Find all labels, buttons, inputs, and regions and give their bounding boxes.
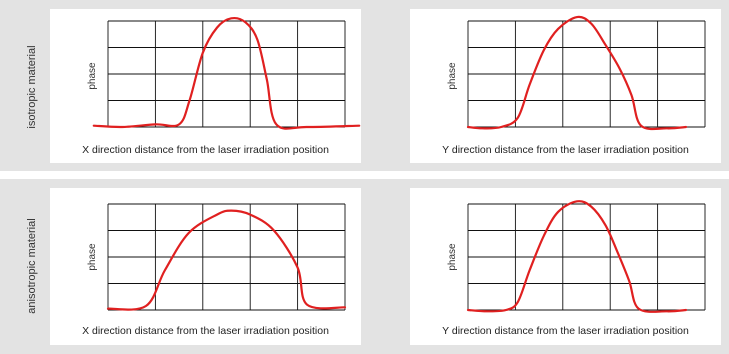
chart-plot-area [466,200,706,313]
x-axis-label: X direction distance from the laser irra… [82,325,329,337]
row-label-anisotropic: anisotropic material [26,218,38,314]
chart-panel-anisotropic-y: phase Y direction distance from the lase… [410,188,721,345]
series-line-phase [92,17,361,130]
chart-panel-isotropic-x: phase X direction distance from the lase… [50,9,361,163]
x-axis-label: Y direction distance from the laser irra… [442,325,689,337]
series-line-phase [106,209,347,311]
chart-plot-area [106,203,347,311]
x-axis-label: Y direction distance from the laser irra… [442,144,689,156]
chart-plot-area [92,17,361,130]
row-label-isotropic: isotropic material [26,45,38,129]
series-line-phase [466,15,688,131]
chart-panel-isotropic-y: phase Y direction distance from the lase… [410,9,721,163]
chart-plot-area [466,15,706,131]
x-axis-label: X direction distance from the laser irra… [82,144,329,156]
chart-panel-anisotropic-x: phase X direction distance from the lase… [50,188,361,345]
series-line-phase [466,200,688,313]
